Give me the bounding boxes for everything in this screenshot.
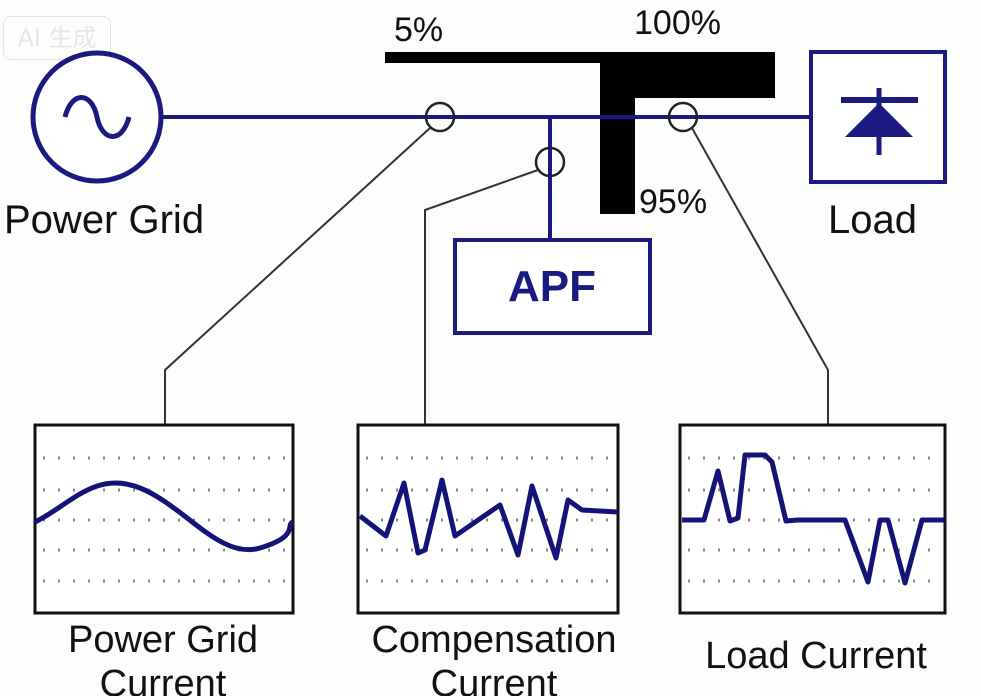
load-diode-icon [809, 50, 947, 184]
ai-generated-watermark: AI 生成 [3, 16, 111, 60]
power-grid-current-title-2: Current [100, 663, 227, 696]
power-grid-current-waveform [33, 480, 295, 553]
load-label: Load [828, 198, 917, 242]
grid-measure-point [424, 101, 456, 133]
load-current-title: Load Current [705, 635, 927, 677]
label-5-percent: 5% [394, 11, 443, 49]
power-flow-bar [385, 52, 775, 214]
load-leader-line [691, 127, 829, 425]
power-grid-label: Power Grid [4, 198, 204, 242]
load-current-waveform [682, 452, 945, 586]
compensation-current-title-1: Compensation [371, 619, 616, 661]
apf-leader-line [424, 169, 539, 425]
grid-leader-line [164, 127, 431, 425]
apf-label: APF [508, 262, 596, 311]
load-measure-point [667, 101, 699, 133]
apf-box [453, 238, 652, 335]
label-100-percent: 100% [634, 4, 721, 42]
compensation-current-waveform [358, 477, 619, 561]
label-95-percent: 95% [639, 183, 707, 221]
scope-titles: Power Grid Current Compensation Current … [68, 619, 927, 696]
apf-measure-point [534, 146, 566, 178]
power-grid-current-title-1: Power Grid [68, 619, 258, 661]
compensation-current-title-2: Current [431, 663, 558, 696]
ac-source-icon [30, 50, 164, 184]
